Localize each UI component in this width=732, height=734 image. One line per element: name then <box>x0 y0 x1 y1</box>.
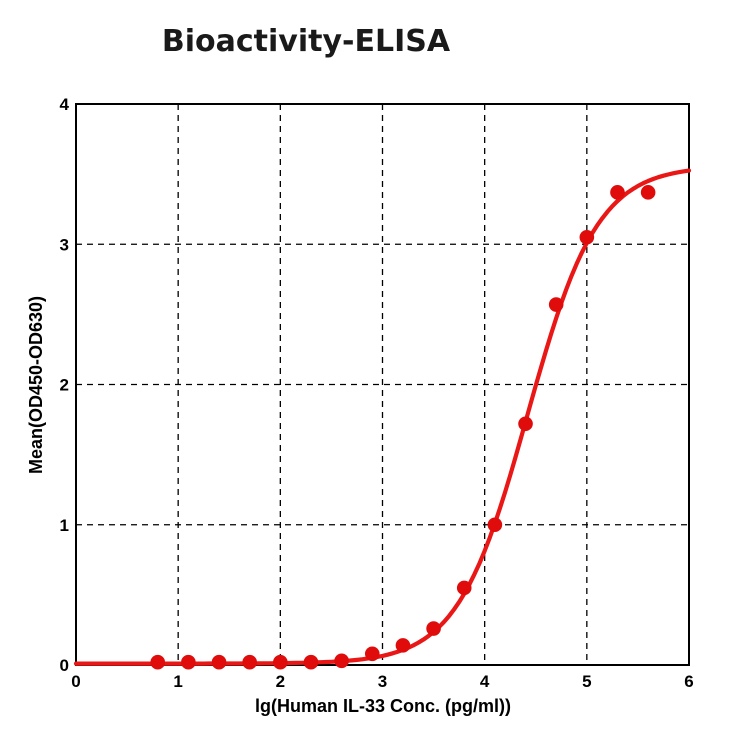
data-point <box>273 654 288 670</box>
y-tick-label-1: 1 <box>60 516 69 535</box>
y-axis-label: Mean(OD450-OD630) <box>26 296 46 474</box>
data-point <box>426 621 441 636</box>
x-tick-label-2: 2 <box>276 672 285 691</box>
y-tick-label-2: 2 <box>60 376 69 395</box>
x-tick-label-6: 6 <box>684 672 693 691</box>
x-tick-label-4: 4 <box>480 672 490 691</box>
data-point <box>518 416 533 432</box>
data-point <box>303 654 319 670</box>
data-point <box>456 580 472 596</box>
y-tick-label-3: 3 <box>60 235 69 254</box>
data-point <box>334 653 349 669</box>
data-point <box>150 654 166 670</box>
x-tick-label-1: 1 <box>173 672 182 691</box>
data-point <box>181 654 196 670</box>
chart-title: Bioactivity-ELISA <box>161 24 451 59</box>
data-point <box>548 297 564 312</box>
data-point <box>211 654 227 670</box>
x-axis-label: lg(Human IL-33 Conc. (pg/ml)) <box>255 696 511 716</box>
x-tick-label-3: 3 <box>378 672 387 691</box>
data-point <box>640 185 656 200</box>
data-point <box>487 517 503 533</box>
data-point <box>610 185 625 200</box>
data-point <box>395 638 411 653</box>
data-point <box>579 229 595 245</box>
data-point <box>242 654 257 670</box>
y-tick-label-4: 4 <box>60 95 70 114</box>
x-tick-label-5: 5 <box>582 672 591 691</box>
x-tick-label-0: 0 <box>71 672 80 691</box>
data-point <box>364 646 380 662</box>
y-tick-label-0: 0 <box>60 656 69 675</box>
